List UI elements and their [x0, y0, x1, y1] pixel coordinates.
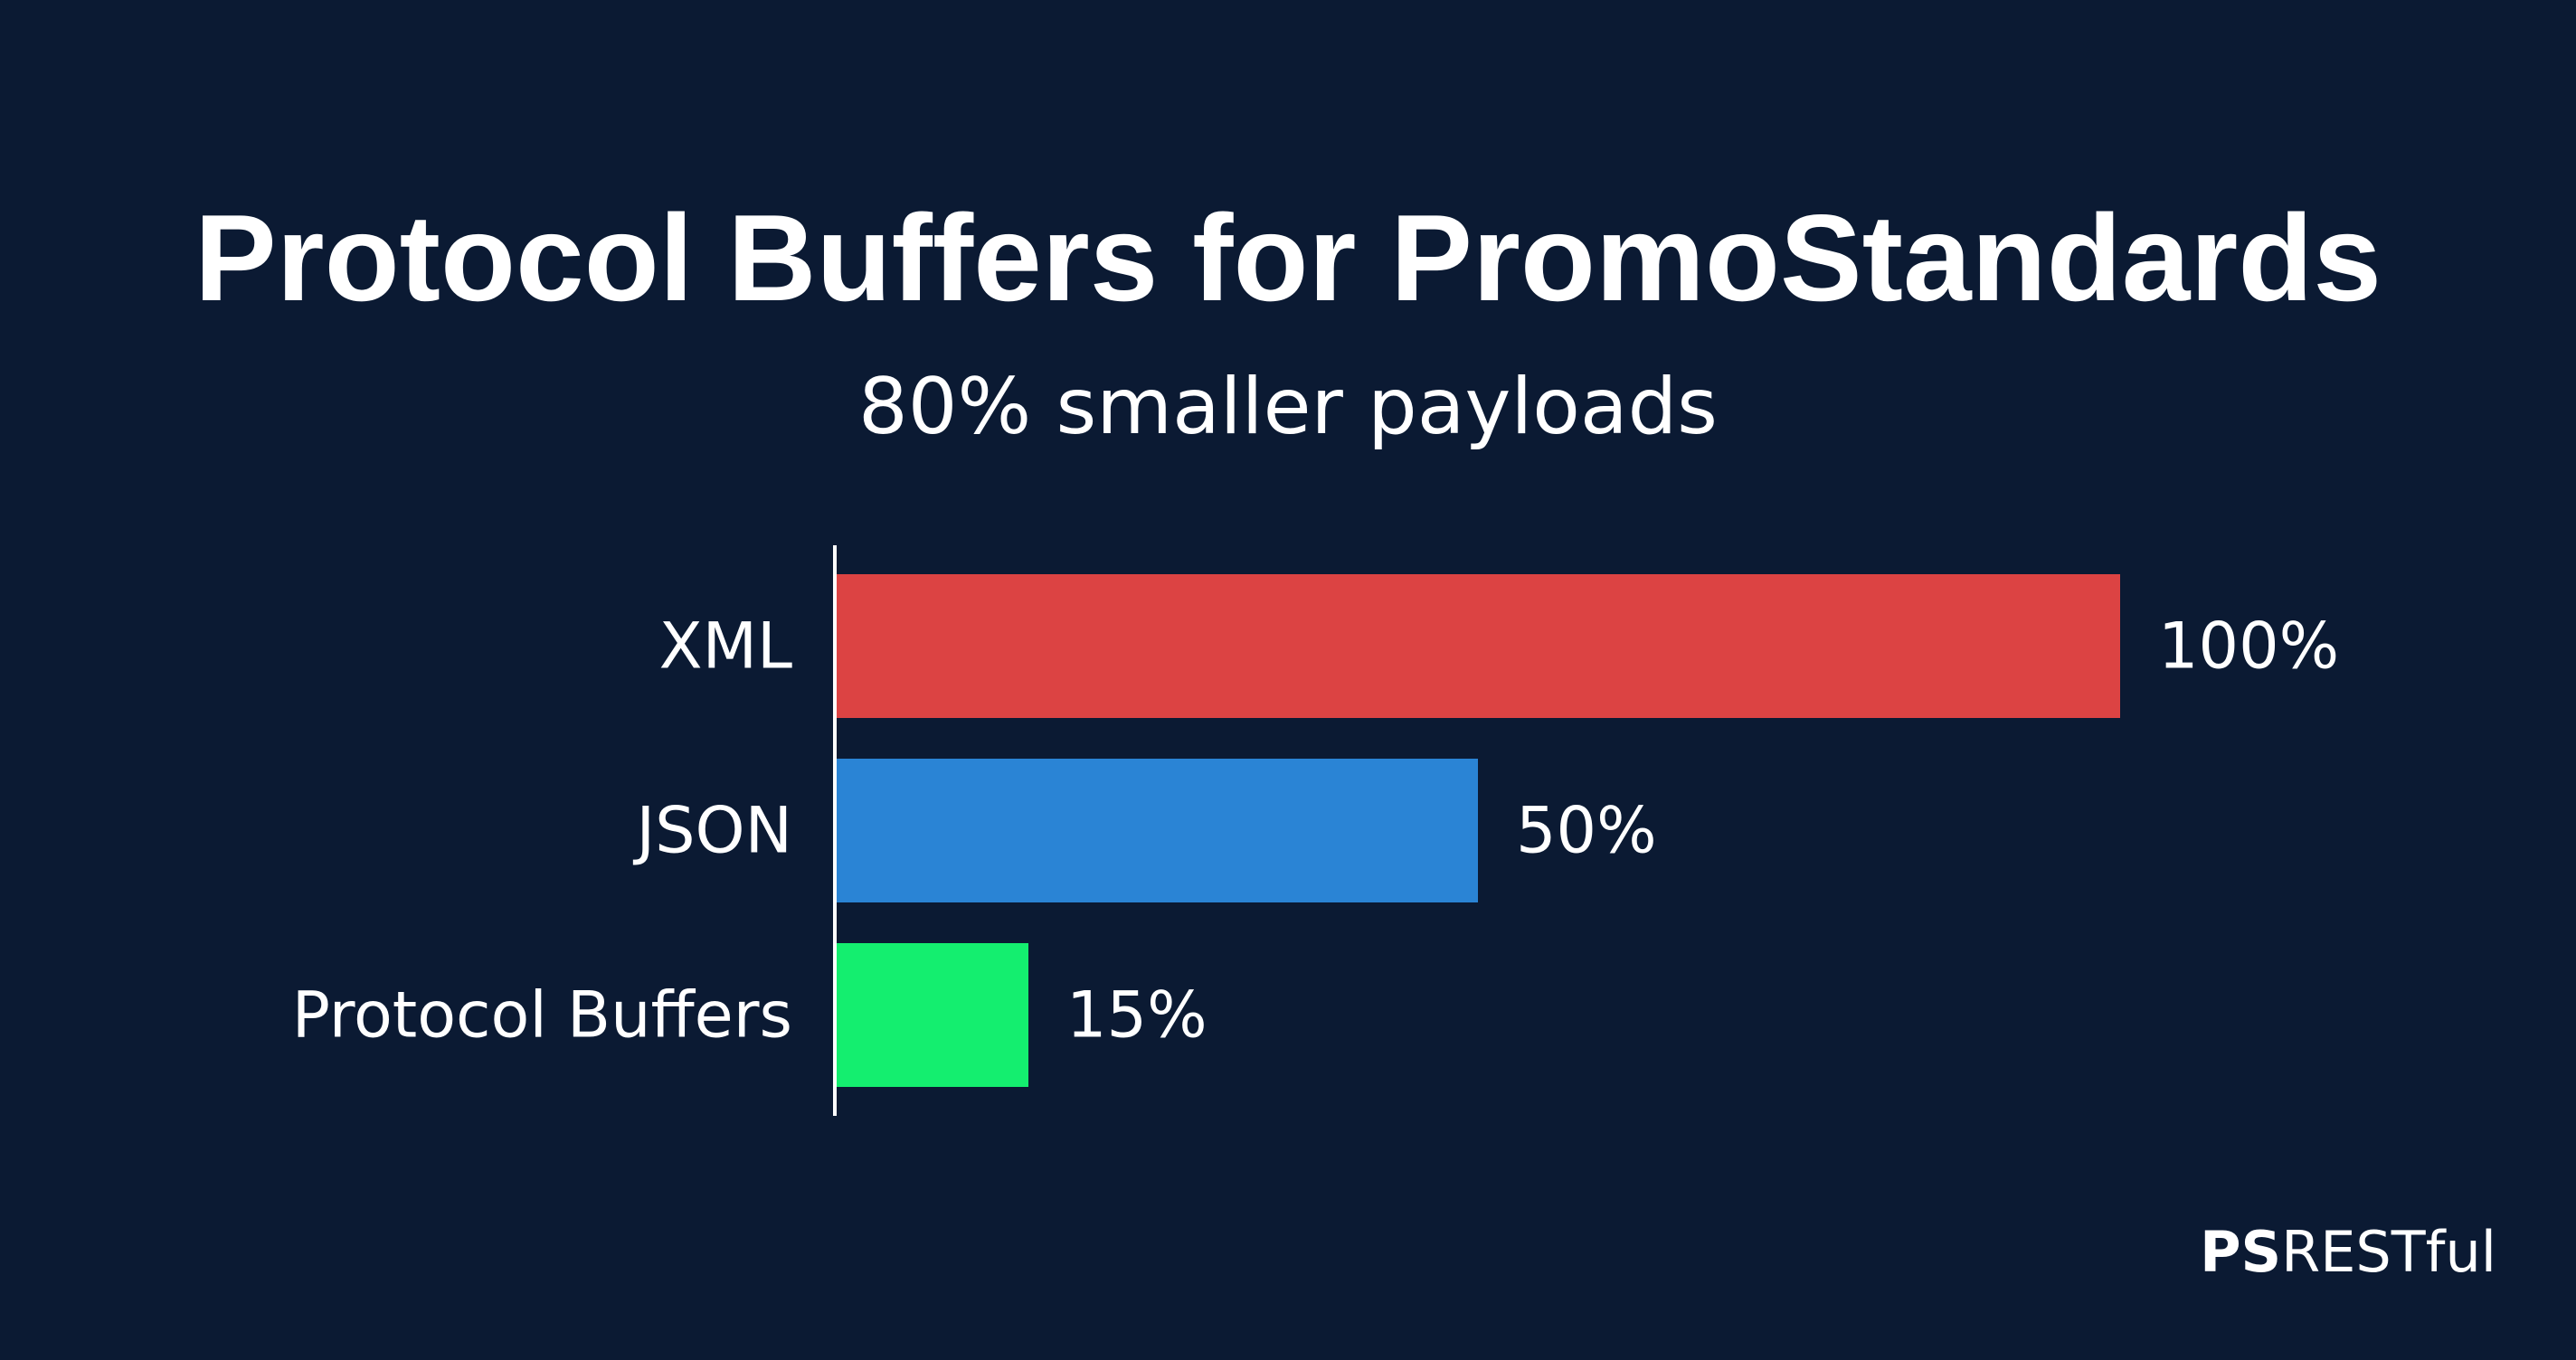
value-label: 50%: [1516, 794, 1657, 868]
chart-title: Protocol Buffers for PromoStandards: [194, 189, 2382, 326]
brand-logo: PSRESTful: [2200, 1216, 2496, 1289]
value-label: 100%: [2158, 609, 2339, 684]
brand-regular-text: RESTful: [2281, 1219, 2496, 1285]
bar-protocol-buffers: [836, 943, 1028, 1087]
bar-json: [836, 759, 1478, 902]
value-label: 15%: [1066, 978, 1208, 1053]
brand-bold-text: PS: [2200, 1219, 2282, 1285]
bar-xml: [836, 574, 2120, 718]
category-label: JSON: [632, 794, 792, 868]
category-label: XML: [659, 609, 792, 684]
category-label: Protocol Buffers: [292, 978, 792, 1053]
chart-subtitle: 80% smaller payloads: [858, 362, 1718, 452]
bars-group: XML 100% JSON 50% Protocol Buffers 15%: [292, 574, 2339, 1087]
